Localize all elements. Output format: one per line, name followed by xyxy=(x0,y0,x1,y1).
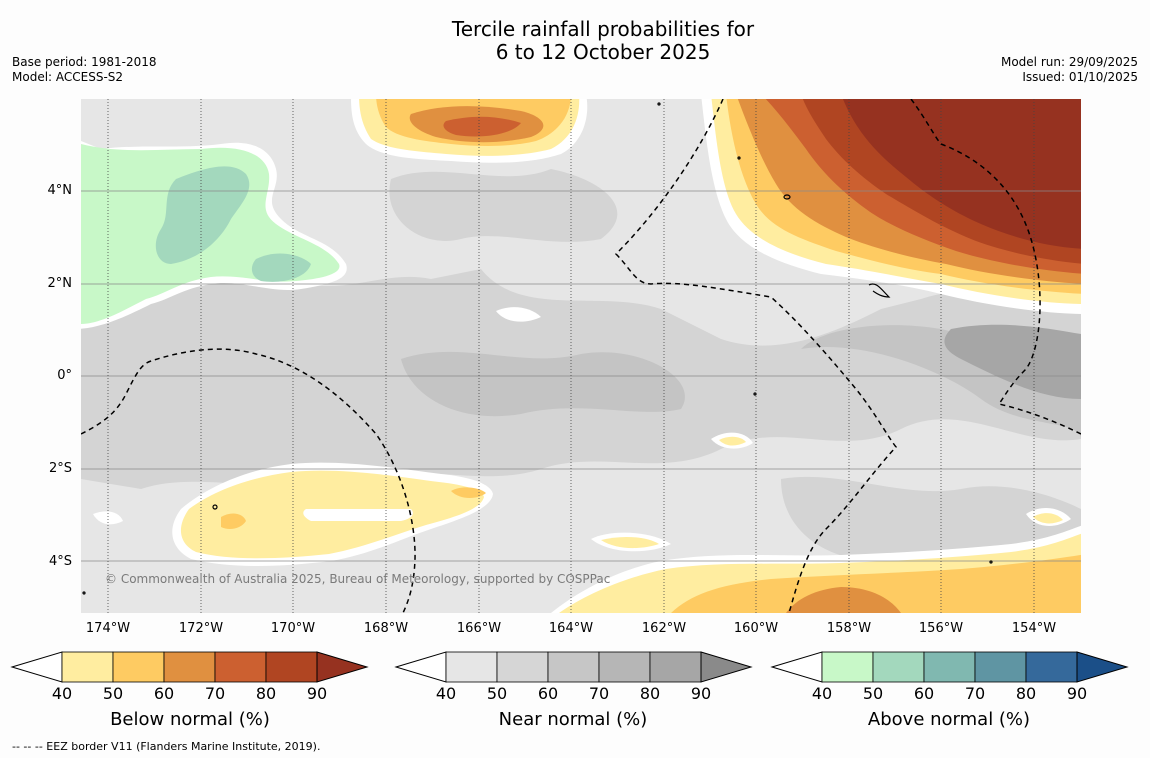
near-normal-80-area xyxy=(944,324,1081,399)
cb-below-tick: 60 xyxy=(153,684,175,703)
lon-label-170w: 170°W xyxy=(270,621,316,636)
copyright-notice: © Commonwealth of Australia 2025, Bureau… xyxy=(105,572,611,586)
lat-label-0: 0° xyxy=(57,368,72,383)
below-normal-north-center xyxy=(351,99,588,163)
colorbar-above-cell xyxy=(872,651,925,683)
colorbar-below-cell xyxy=(265,651,318,683)
colorbar-above-cell xyxy=(974,651,1027,683)
colorbar-above-cell xyxy=(821,651,874,683)
lat-label-2n: 2°N xyxy=(47,276,73,291)
lon-label-156w: 156°W xyxy=(918,621,964,636)
colorbar-below-cell xyxy=(214,651,267,683)
colorbar-above-title: Above normal (%) xyxy=(867,709,1031,730)
colorbar-near-cell xyxy=(598,651,651,683)
below-normal-southwest xyxy=(172,462,494,566)
lon-label-166w: 166°W xyxy=(456,621,502,636)
cb-near-tick: 40 xyxy=(435,684,457,703)
colorbar-above-min-arrow xyxy=(770,651,823,683)
colorbar-above-max-arrow xyxy=(1076,651,1129,683)
islands xyxy=(82,102,993,595)
cb-below-tick: 80 xyxy=(255,684,277,703)
colorbar-below-cell xyxy=(61,651,114,683)
map-svg xyxy=(81,99,1081,613)
eez-footnote: -- -- -- EEZ border V11 (Flanders Marine… xyxy=(12,740,321,753)
title-line-1: Tercile rainfall probabilities for xyxy=(451,17,755,41)
cb-above-tick: 80 xyxy=(1015,684,1037,703)
cb-below-tick: 40 xyxy=(51,684,73,703)
lat-label-2s: 2°S xyxy=(48,461,72,476)
map-canvas[interactable] xyxy=(81,99,1081,613)
below-normal-southeast xyxy=(551,525,1081,613)
lon-label-162w: 162°W xyxy=(641,621,687,636)
colorbar-near-cell xyxy=(649,651,702,683)
colorbar-near-max-arrow xyxy=(700,651,753,683)
lon-label-164w: 164°W xyxy=(548,621,594,636)
issued-date: Issued: 01/10/2025 xyxy=(1022,70,1138,84)
cb-below-tick: 90 xyxy=(306,684,328,703)
cb-above-tick: 60 xyxy=(913,684,935,703)
colorbar-above-cell xyxy=(1025,651,1078,683)
cb-near-tick: 50 xyxy=(486,684,508,703)
colorbar-near-min-arrow xyxy=(394,651,447,683)
cb-above-tick: 90 xyxy=(1066,684,1088,703)
cb-above-tick: 50 xyxy=(862,684,884,703)
base-period: Base period: 1981-2018 xyxy=(12,55,157,69)
lon-label-160w: 160°W xyxy=(733,621,779,636)
cb-above-tick: 40 xyxy=(811,684,833,703)
colorbar-near-title: Near normal (%) xyxy=(498,709,648,730)
colorbar-near-cell xyxy=(547,651,600,683)
cb-near-tick: 90 xyxy=(690,684,712,703)
lon-label-158w: 158°W xyxy=(826,621,872,636)
meta-left: Base period: 1981-2018 Model: ACCESS-S2 xyxy=(12,55,157,85)
colorbar-above xyxy=(770,651,1129,683)
map-title: Tercile rainfall probabilities for 6 to … xyxy=(0,18,1150,64)
colorbar-near xyxy=(394,651,753,683)
colorbar-below-min-arrow xyxy=(10,651,63,683)
small-patches xyxy=(93,307,1071,552)
cb-near-tick: 80 xyxy=(639,684,661,703)
colorbar-below-cell xyxy=(163,651,216,683)
lon-label-168w: 168°W xyxy=(363,621,409,636)
colorbar-near-cell xyxy=(496,651,549,683)
colorbar-below-max-arrow xyxy=(316,651,369,683)
colorbar-above-cell xyxy=(923,651,976,683)
meta-right: Model run: 29/09/2025 Issued: 01/10/2025 xyxy=(1001,55,1138,85)
model-name: Model: ACCESS-S2 xyxy=(12,70,124,84)
latitude-grid xyxy=(81,190,1081,562)
colorbar-below-title: Below normal (%) xyxy=(110,709,270,730)
lon-label-174w: 174°W xyxy=(85,621,131,636)
colorbar-below-cell xyxy=(112,651,165,683)
cb-near-tick: 60 xyxy=(537,684,559,703)
colorbar-below xyxy=(10,651,369,683)
above-normal-region xyxy=(81,141,347,329)
eez-borders xyxy=(81,99,1081,613)
cb-near-tick: 70 xyxy=(588,684,610,703)
colorbar-near-cell xyxy=(445,651,498,683)
cb-above-tick: 70 xyxy=(964,684,986,703)
lat-label-4s: 4°S xyxy=(48,554,72,569)
lon-label-154w: 154°W xyxy=(1011,621,1057,636)
cb-below-tick: 50 xyxy=(102,684,124,703)
model-run: Model run: 29/09/2025 xyxy=(1000,55,1138,69)
title-line-2: 6 to 12 October 2025 xyxy=(495,40,711,64)
cb-below-tick: 70 xyxy=(204,684,226,703)
lat-label-4n: 4°N xyxy=(47,183,73,198)
lon-label-172w: 172°W xyxy=(178,621,224,636)
